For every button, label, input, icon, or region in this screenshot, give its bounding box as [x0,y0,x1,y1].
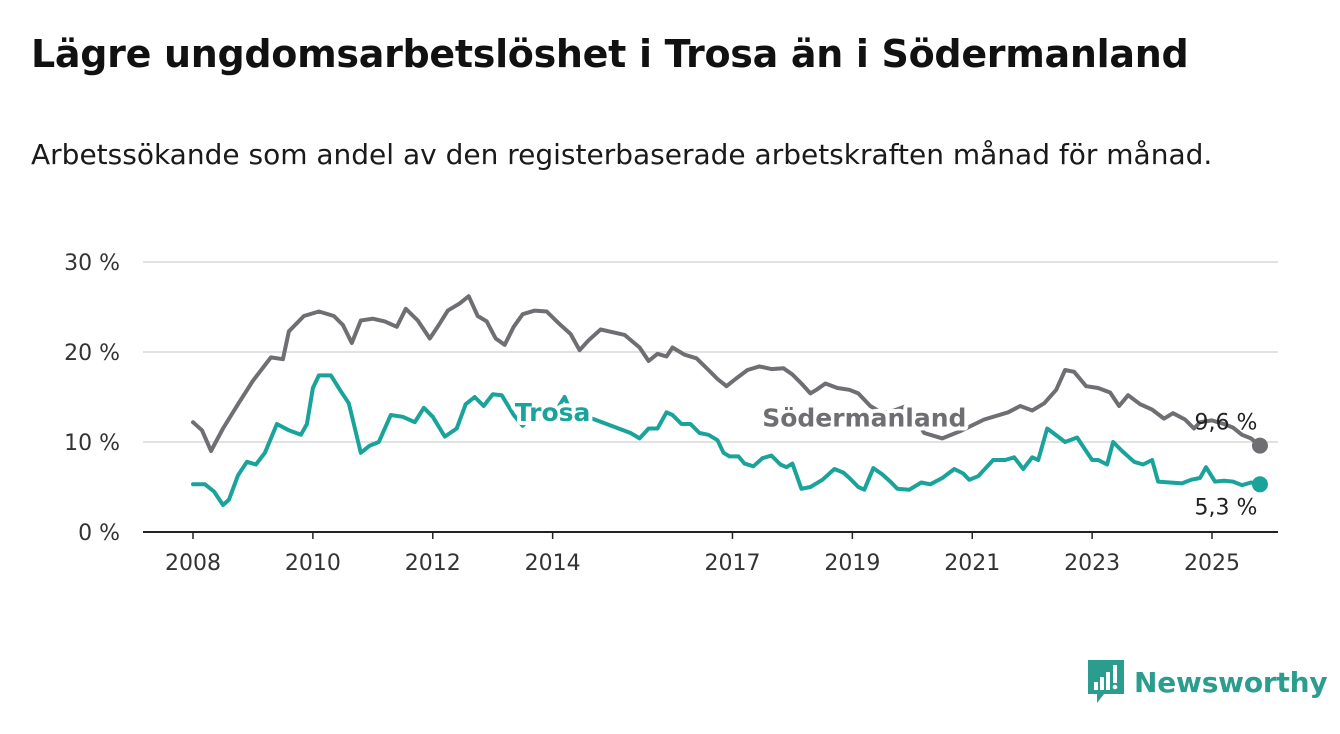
series-layer [191,294,1268,507]
series-line-södermanland [191,294,1262,453]
brand-name: Newsworthy [1134,665,1328,699]
series-end-label: 9,6 % [1195,411,1258,436]
series-name-label: Södermanland [762,404,966,433]
series-name-label: Trosa [515,398,591,427]
x-tick-label: 2017 [704,551,760,576]
newsworthy-logo-icon [1088,660,1124,703]
label-layer: 9,6 % 5,3 % Trosa Södermanland [511,394,1258,520]
x-tick-label: 2019 [824,551,880,576]
grid-layer [143,261,1278,443]
series-end-point [1251,437,1268,454]
axis-layer: 0 % 10 % 20 % 30 % 2008 2010 2012 2014 2017 2019 2… [64,251,1278,576]
chart-subtitle: Arbetssökande som andel av den registerb… [31,138,1213,171]
brand-logo: Newsworthy [1088,660,1328,704]
line-chart: 0 % 10 % 20 % 30 % 2008 2010 2012 2014 2017 2019 2… [64,251,1278,576]
x-tick-label: 2012 [405,551,461,576]
y-tick-label: 30 % [64,251,120,276]
y-tick-label: 0 % [78,521,120,546]
series-end-label: 5,3 % [1195,495,1258,520]
series-end-point [1251,476,1268,493]
x-tick-label: 2008 [165,551,221,576]
x-tick-label: 2025 [1184,551,1240,576]
y-tick-label: 10 % [64,431,120,456]
x-tick-label: 2014 [525,551,581,576]
chart-title: Lägre ungdomsarbetslöshet i Trosa än i S… [31,32,1189,76]
x-tick-label: 2023 [1064,551,1120,576]
series-line-trosa [191,373,1262,507]
y-tick-label: 20 % [64,341,120,366]
x-tick-label: 2010 [285,551,341,576]
x-tick-label: 2021 [944,551,1000,576]
